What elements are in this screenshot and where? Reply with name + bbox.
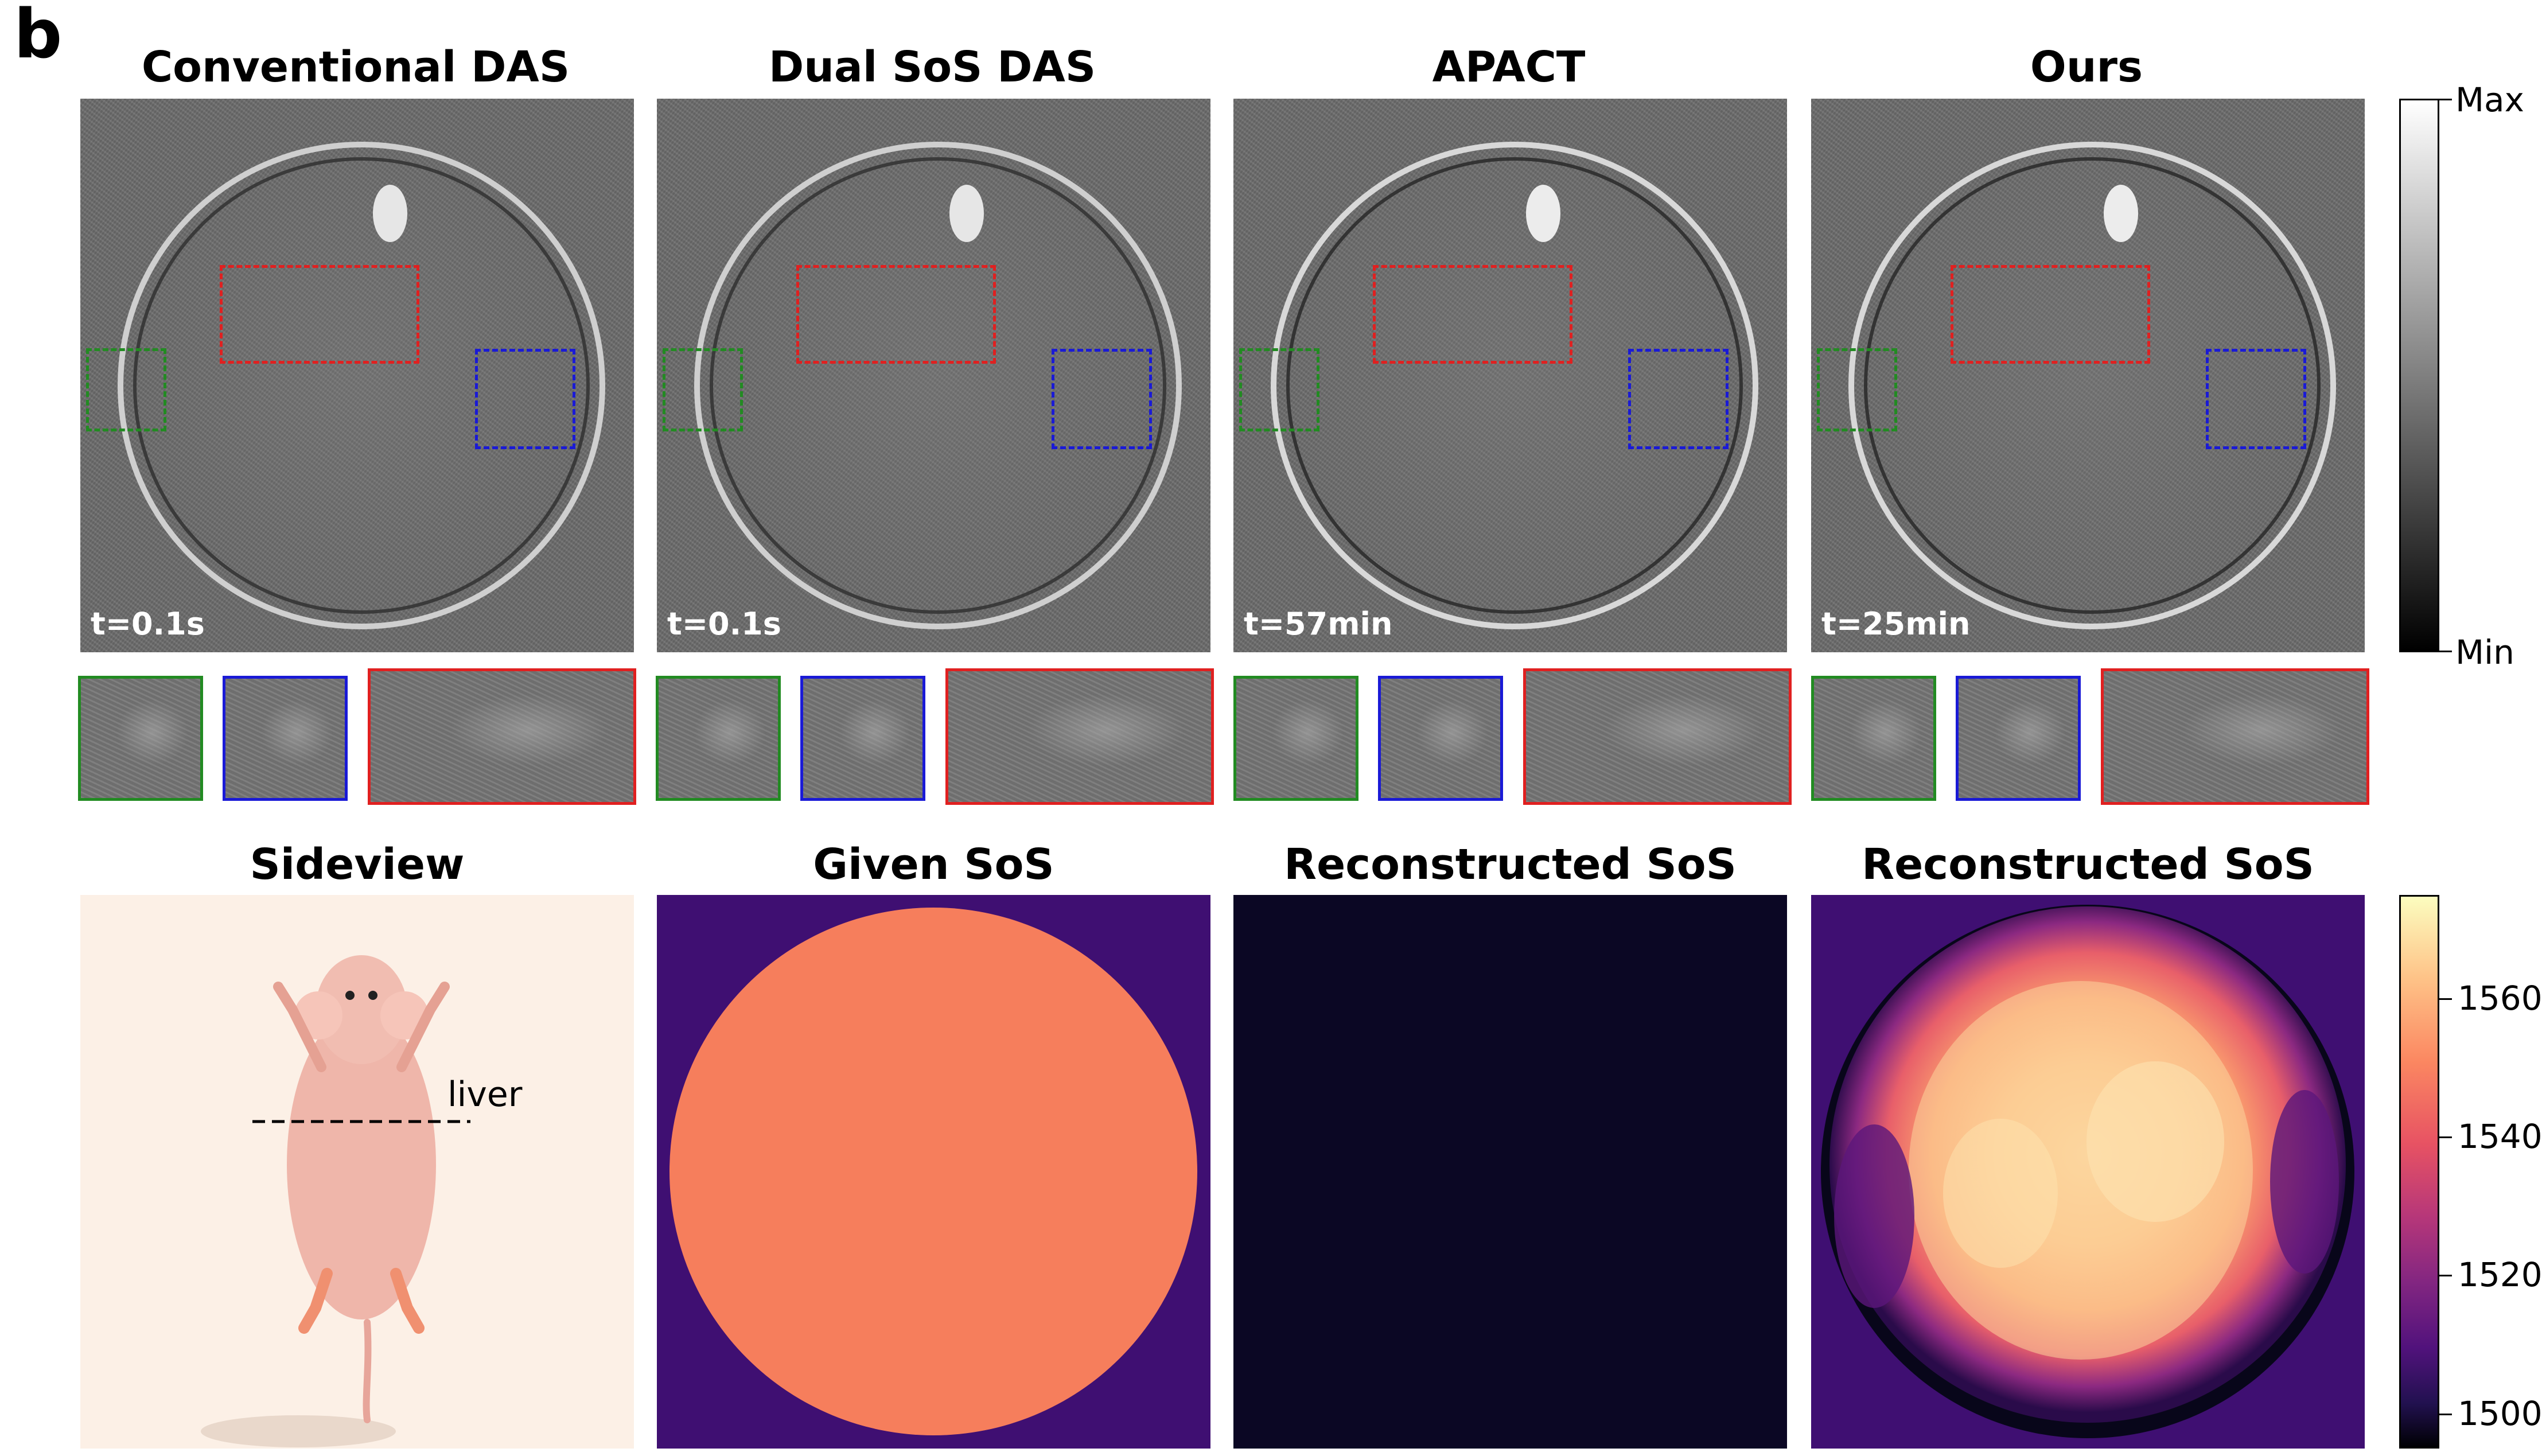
intensity-colorbar xyxy=(2399,99,2439,652)
mouse-cross-section-outline xyxy=(1848,142,2336,629)
crop-red xyxy=(945,668,1214,805)
roi-green xyxy=(663,348,743,431)
given-sos-disk xyxy=(669,908,1197,1435)
roi-red xyxy=(1951,265,2150,364)
crop-green xyxy=(78,676,203,801)
reconstructed-sos-map-ours xyxy=(1811,895,2365,1449)
mouse-cross-section-outline xyxy=(694,142,1182,629)
roi-blue xyxy=(1628,349,1729,449)
intensity-max-label: Max xyxy=(2455,80,2524,119)
roi-blue xyxy=(475,349,575,449)
intensity-min-label: Min xyxy=(2455,633,2514,672)
mouse-illustration xyxy=(201,955,470,1447)
title-reconstructed-sos-ours: Reconstructed SoS xyxy=(1862,840,2314,889)
title-dual-sos-das: Dual SoS DAS xyxy=(768,42,1096,92)
roi-green xyxy=(86,348,166,431)
image-ours: t=25min xyxy=(1811,99,2365,652)
time-label: t=57min xyxy=(1244,606,1393,642)
title-conventional-das: Conventional DAS xyxy=(141,42,570,92)
mouse-cross-section-outline xyxy=(118,142,605,629)
sos-colorbar-tick-label: 1540 xyxy=(2458,1117,2542,1157)
sos-colorbar-tick-label: 1500 xyxy=(2458,1393,2542,1433)
crop-blue xyxy=(800,676,925,801)
liver-label: liver xyxy=(447,1075,523,1115)
time-label: t=0.1s xyxy=(91,606,205,642)
crop-red xyxy=(2101,668,2369,805)
sos-colorbar-tick-label: 1560 xyxy=(2458,978,2542,1018)
crop-red xyxy=(368,668,636,805)
roi-red xyxy=(220,265,419,364)
roi-green xyxy=(1239,348,1319,431)
title-reconstructed-sos-apact: Reconstructed SoS xyxy=(1284,840,1737,889)
crop-green xyxy=(1233,676,1358,801)
image-dual-sos-das: t=0.1s xyxy=(657,99,1210,652)
title-sideview: Sideview xyxy=(250,840,465,889)
sos-colorbar-tick xyxy=(2439,998,2452,1000)
image-apact: t=57min xyxy=(1233,99,1787,652)
sos-colorbar-tick xyxy=(2439,1413,2452,1415)
time-label: t=25min xyxy=(1821,606,1971,642)
mouse-cross-section-outline xyxy=(1271,142,1758,629)
roi-blue xyxy=(2206,349,2306,449)
title-ours: Ours xyxy=(2030,42,2143,92)
roi-blue xyxy=(1052,349,1152,449)
title-apact: APACT xyxy=(1432,42,1586,92)
tick-max xyxy=(2439,99,2452,100)
roi-red xyxy=(1373,265,1572,364)
sos-colorbar-tick xyxy=(2439,1136,2452,1139)
time-label: t=0.1s xyxy=(667,606,781,642)
crop-green xyxy=(1811,676,1936,801)
crop-green xyxy=(656,676,781,801)
sos-colorbar-tick-label: 1520 xyxy=(2458,1255,2542,1295)
image-conventional-das: t=0.1s xyxy=(80,99,634,652)
tick-min xyxy=(2439,651,2452,652)
title-given-sos: Given SoS xyxy=(813,840,1054,889)
reconstructed-sos-map-apact xyxy=(1233,895,1787,1449)
crop-blue xyxy=(1378,676,1503,801)
roi-green xyxy=(1817,348,1897,431)
crop-red xyxy=(1523,668,1792,805)
given-sos-map xyxy=(657,895,1210,1449)
sideview-image: liver xyxy=(80,895,634,1449)
sos-colorbar xyxy=(2399,895,2439,1449)
crop-blue xyxy=(1956,676,2081,801)
sos-colorbar-tick xyxy=(2439,1275,2452,1277)
crop-blue xyxy=(223,676,348,801)
reconstructed-sos-field xyxy=(1821,905,2354,1438)
panel-letter: b xyxy=(14,0,63,73)
roi-red xyxy=(796,265,996,364)
